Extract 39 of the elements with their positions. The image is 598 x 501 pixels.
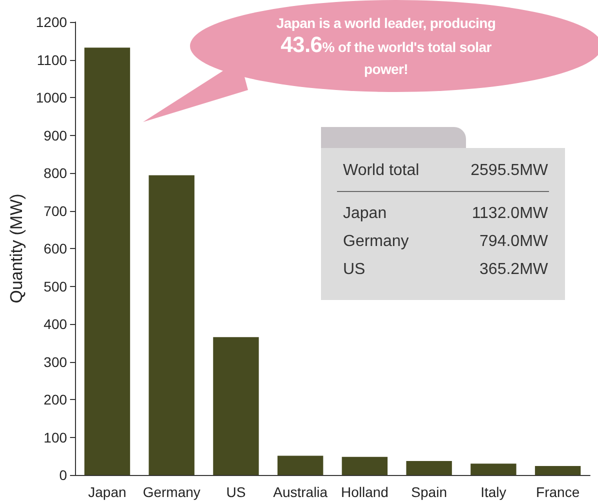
bar	[470, 464, 516, 475]
bar	[342, 456, 388, 475]
y-tick-label: 900	[44, 127, 68, 144]
bar	[84, 48, 130, 475]
x-tick-label: Spain	[411, 484, 447, 500]
y-tick-label: 1100	[36, 52, 68, 68]
annotation: 2595.5MW	[470, 162, 548, 180]
x-tick-label: Australia	[273, 484, 328, 500]
annotation: 794.0MW	[480, 233, 548, 251]
annotation: Japan is a world leader, producing 43.6% of the world's total solar power!	[275, 14, 497, 79]
annotation: World total	[343, 162, 420, 180]
x-tick-label: Germany	[142, 484, 200, 500]
y-axis-title: Quantity (MW)	[7, 194, 26, 304]
y-tick-label: 1200	[36, 14, 68, 30]
x-tick-label: Italy	[480, 484, 506, 500]
y-tick-label: 500	[44, 278, 68, 294]
annotation: Germany	[343, 233, 409, 251]
y-tick-label: 1000	[36, 90, 68, 106]
annotation: Japan	[343, 205, 387, 223]
y-tick-label: 0	[59, 467, 68, 483]
annotation: US	[343, 261, 366, 279]
y-tick-label: 400	[44, 316, 68, 332]
x-tick-label: France	[536, 484, 580, 500]
y-tick-label: 200	[44, 392, 68, 408]
bar	[406, 461, 452, 475]
x-tick-label: Japan	[88, 484, 126, 500]
annotation: 365.2MW	[480, 261, 548, 279]
y-tick-label: 300	[44, 354, 68, 370]
annotation: 1132.0MW	[472, 205, 548, 223]
y-tick-label: 100	[44, 429, 68, 446]
y-tick-label: 800	[44, 165, 68, 181]
bar	[534, 466, 581, 475]
x-tick-label: Holland	[340, 484, 388, 500]
bar	[277, 456, 324, 475]
y-tick-label: 600	[44, 240, 68, 256]
bar	[213, 337, 259, 475]
y-tick-label: 700	[44, 202, 68, 219]
x-tick-label: US	[226, 484, 246, 500]
bar	[148, 175, 194, 475]
